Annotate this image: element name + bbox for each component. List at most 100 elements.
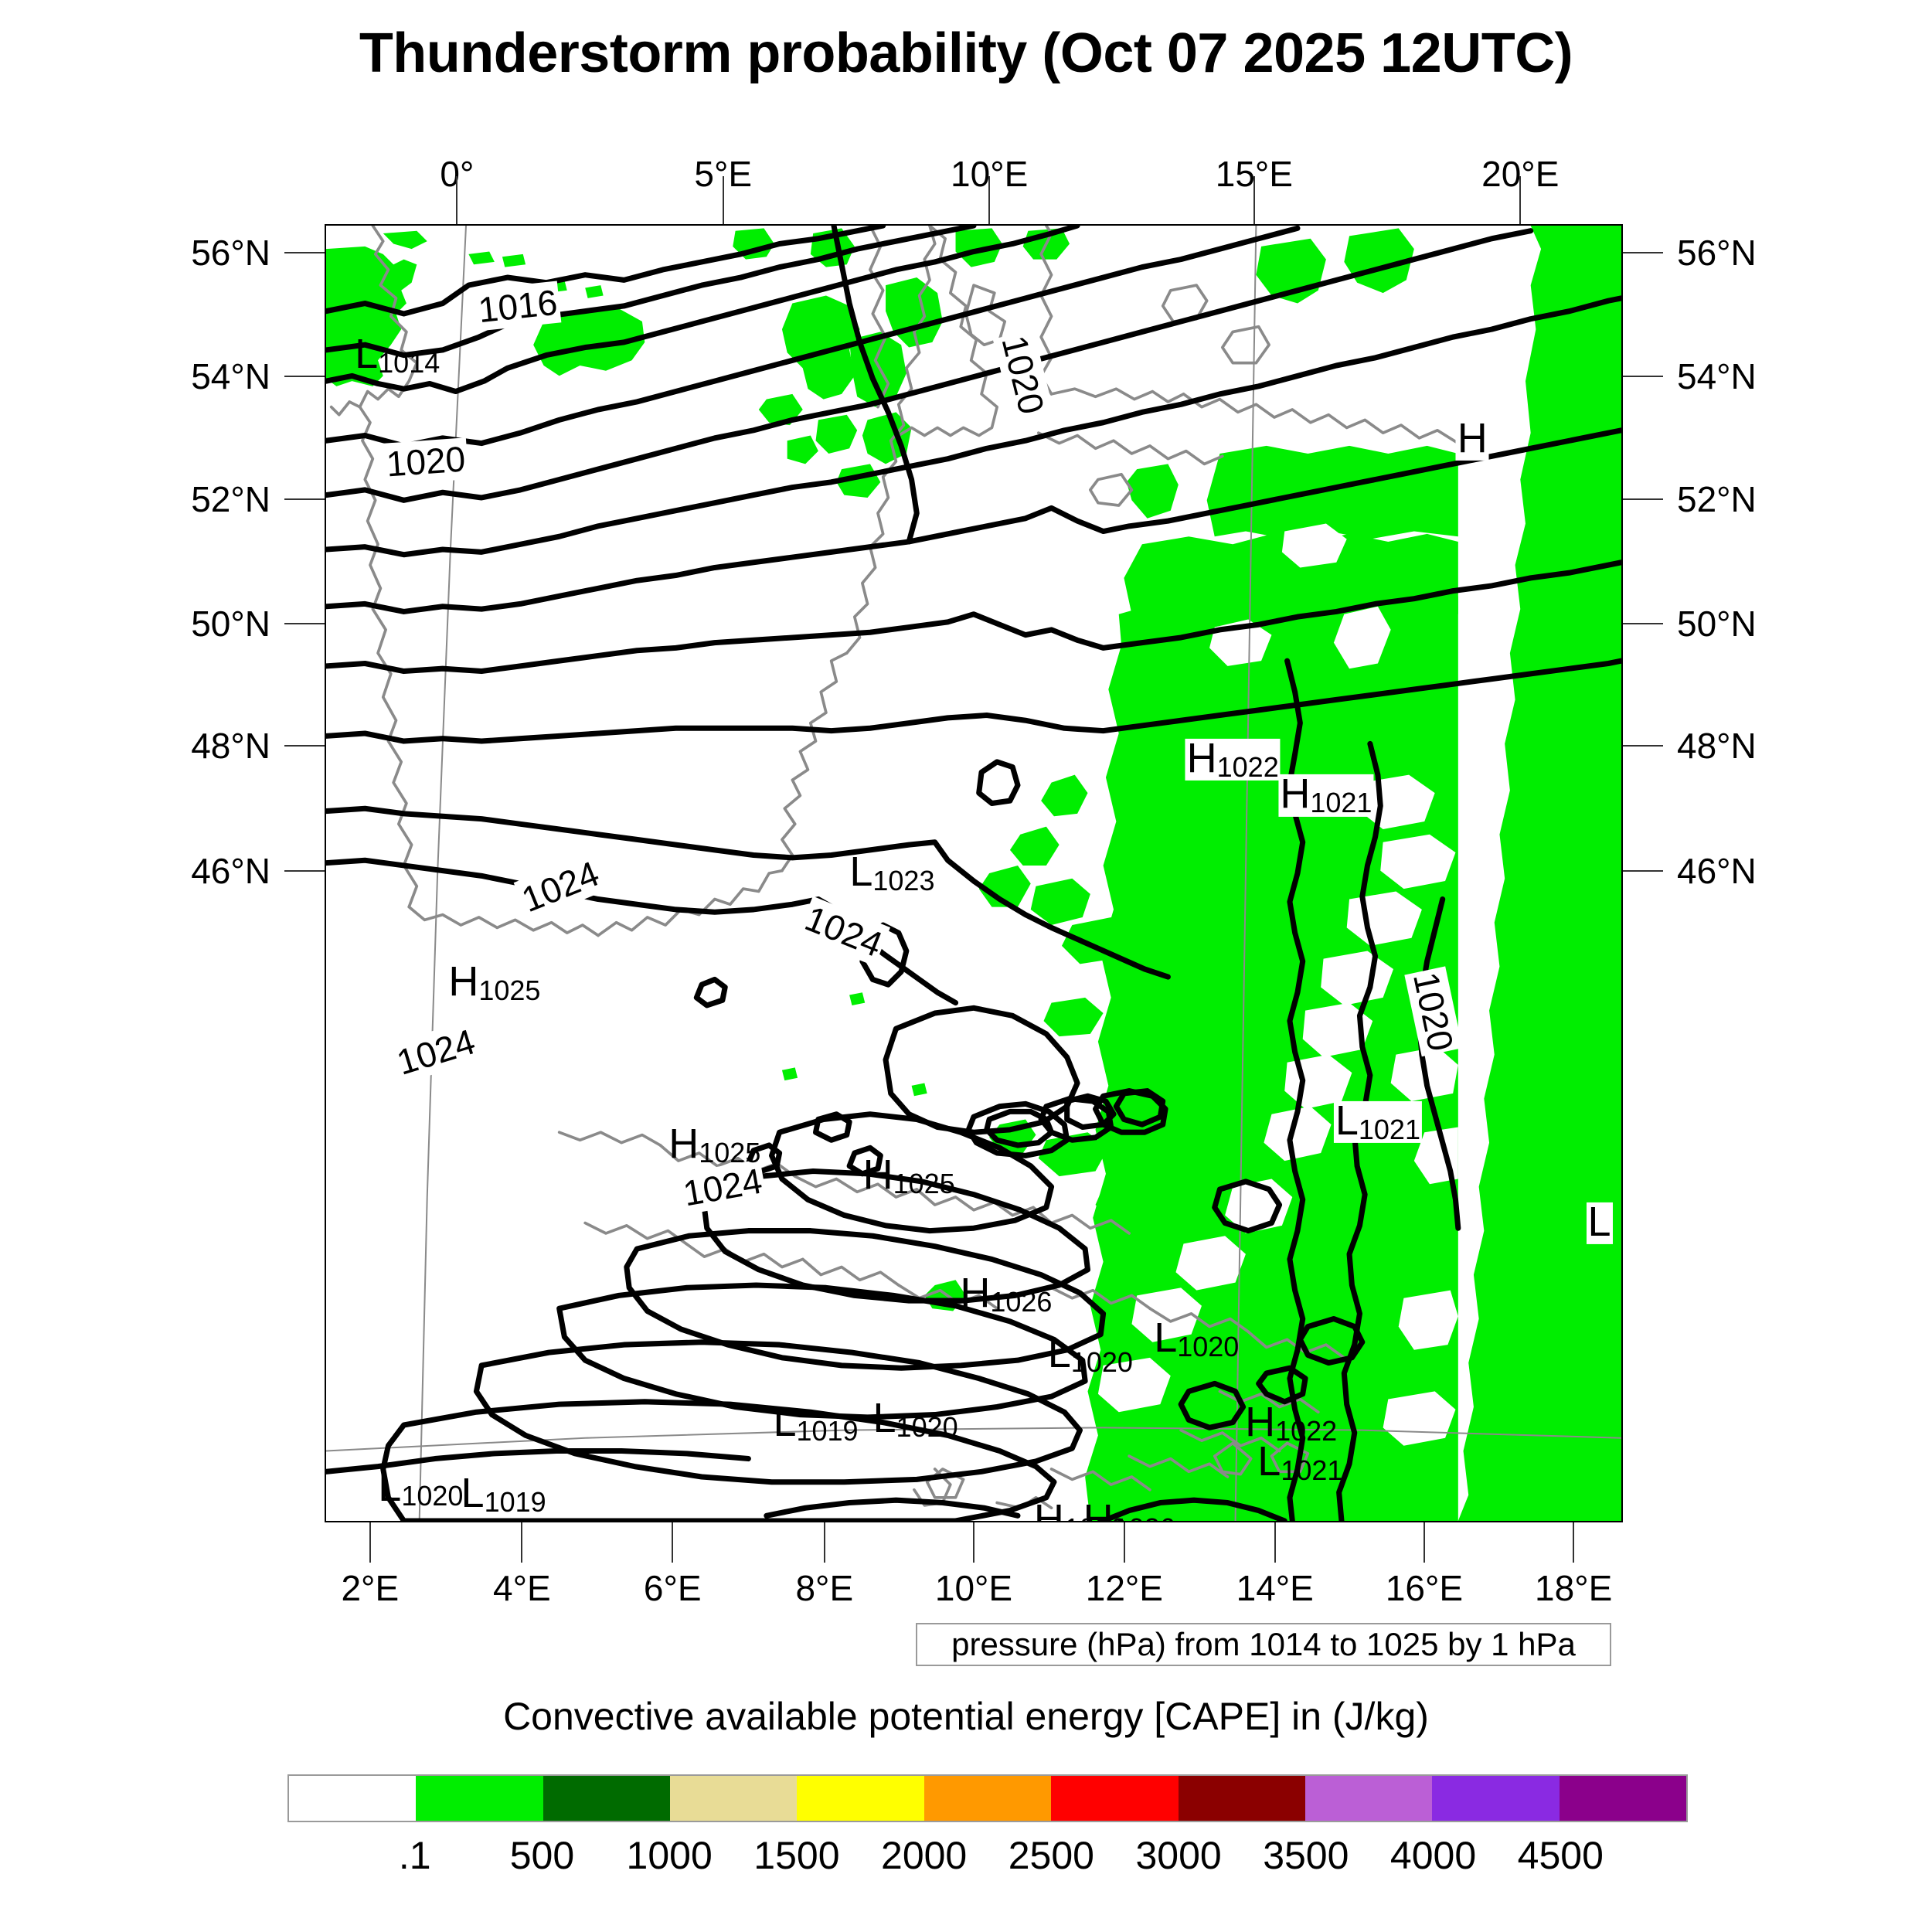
contour-label: 1020 [383,437,469,485]
pressure-center-type: H [1083,1495,1114,1522]
pressure-center-high: H1026 [1082,1498,1177,1521]
pressure-center-value: 1020 [1070,1346,1133,1379]
colorbar-segment-2[interactable] [543,1776,671,1821]
colorbar-segment-6[interactable] [1051,1776,1179,1821]
pressure-center-low: L1020 [872,1397,960,1444]
pressure-center-low: L1020 [1152,1315,1240,1362]
pressure-center-high: H1026 [1032,1498,1128,1521]
pressure-center-high: H1022 [1185,736,1281,781]
colorbar-segment-0[interactable] [289,1776,417,1821]
pressure-center-high: H [1455,417,1489,461]
pressure-center-low: L1020 [1046,1332,1134,1379]
pressure-center-high: H1026 [958,1272,1053,1318]
pressure-center-type: L [849,848,873,895]
lon-tick-mark-bottom [1274,1522,1276,1563]
lat-tick-label-right: 56°N [1677,232,1757,273]
colorbar-segment-10[interactable] [1559,1776,1686,1821]
lat-tick-mark-right [1623,375,1663,377]
pressure-center-value: 1022 [1275,1415,1338,1447]
lon-tick-mark-bottom [672,1522,674,1563]
lon-tick-mark-top [988,176,991,224]
lat-tick-label-right: 50°N [1677,604,1757,645]
pressure-center-low: L1021 [1256,1440,1344,1486]
pressure-center-type: H [1280,770,1311,818]
pressure-center-value: 1020 [401,1480,464,1512]
pressure-center-high: H1025 [447,961,542,1007]
lon-tick-mark-top [456,176,458,224]
pressure-center-value: 1023 [872,864,935,896]
lat-tick-mark-left [284,623,325,625]
lon-tick-mark-top [1519,176,1522,224]
lon-tick-label-bottom: 6°E [643,1568,702,1608]
lat-tick-mark-right [1623,869,1663,872]
pressure-center-value: 1026 [1064,1512,1126,1521]
pressure-center-type: H [668,1120,699,1167]
lon-tick-label-bottom: 14°E [1236,1568,1314,1608]
pressure-center-value: 1021 [1310,787,1372,819]
lat-tick-label-left: 56°N [191,232,270,273]
pressure-center-low: L1020 [376,1466,464,1512]
lon-tick-mark-bottom [823,1522,825,1563]
colorbar-tick-label: 3000 [1135,1834,1222,1877]
pressure-center-value: 1025 [893,1168,955,1200]
pressure-center-type: L [1335,1097,1359,1144]
colorbar-tick-label: 4000 [1389,1834,1477,1877]
colorbar-segment-1[interactable] [416,1776,543,1821]
pressure-center-type: H [1033,1495,1064,1522]
pressure-center-low: L1019 [771,1401,859,1445]
lat-tick-mark-right [1623,251,1663,253]
lat-tick-label-right: 52°N [1677,479,1757,520]
colorbar-segment-8[interactable] [1304,1776,1433,1821]
lon-tick-label-bottom: 12°E [1085,1568,1163,1608]
pressure-center-value: 1025 [478,975,541,1007]
pressure-center-high: H1025 [667,1120,762,1167]
pressure-center-high: H1022 [1243,1401,1338,1447]
lon-tick-mark-bottom [973,1522,975,1563]
lon-tick-label-bottom: 18°E [1535,1568,1613,1608]
pressure-center-value: 1026 [990,1285,1053,1318]
lat-tick-mark-left [284,869,325,872]
lat-tick-mark-left [284,745,325,747]
contour-label: 1016 [474,281,562,332]
pressure-info-box: pressure (hPa) from 1014 to 1025 by 1 hP… [916,1623,1611,1666]
lat-tick-mark-left [284,498,325,501]
lat-tick-label-left: 52°N [191,479,270,520]
lon-tick-mark-top [1253,176,1255,224]
lat-tick-mark-right [1623,745,1663,747]
pressure-center-high: H1021 [1278,773,1374,819]
lat-tick-label-right: 48°N [1677,726,1757,767]
pressure-center-type: H [448,958,479,1005]
map-plot-area[interactable]: 1016 1020 1020 1024 1024 1020 1024 1024 … [325,224,1623,1522]
colorbar-segment-9[interactable] [1432,1776,1560,1821]
pressure-center-type: L [1257,1437,1281,1485]
lat-tick-label-left: 48°N [191,726,270,767]
lon-tick-label-bottom: 16°E [1385,1568,1464,1608]
pressure-center-value: 1021 [1281,1454,1343,1486]
pressure-center-value: 1021 [1358,1113,1420,1145]
colorbar-segment-4[interactable] [797,1776,924,1821]
pressure-center-type: L [1154,1315,1178,1362]
pressure-center-type: L [355,330,379,377]
colorbar-title: Convective available potential energy [C… [503,1695,1429,1738]
colorbar-segment-5[interactable] [923,1776,1052,1821]
pressure-center-value: 1019 [484,1486,546,1519]
lat-tick-mark-right [1623,623,1663,625]
lon-tick-mark-top [722,176,724,224]
lon-tick-label-bottom: 8°E [795,1568,854,1608]
pressure-center-type: L [872,1395,896,1442]
lat-tick-label-left: 50°N [191,604,270,645]
lon-tick-mark-bottom [369,1522,371,1563]
colorbar-tick-label: 3500 [1263,1834,1349,1877]
map-svg [326,226,1621,1521]
colorbar-segment-3[interactable] [670,1776,798,1821]
pressure-center-low: L1019 [460,1472,548,1519]
lat-tick-label-right: 54°N [1677,355,1757,396]
colorbar-tick-label: 2500 [1008,1834,1094,1877]
pressure-center-value: 1020 [896,1411,958,1444]
pressure-center-low: L1021 [1333,1100,1422,1145]
lat-tick-mark-right [1623,498,1663,501]
colorbar-segment-7[interactable] [1178,1776,1305,1821]
colorbar[interactable] [287,1774,1688,1822]
lon-tick-mark-bottom [521,1522,523,1563]
lat-tick-mark-left [284,375,325,377]
